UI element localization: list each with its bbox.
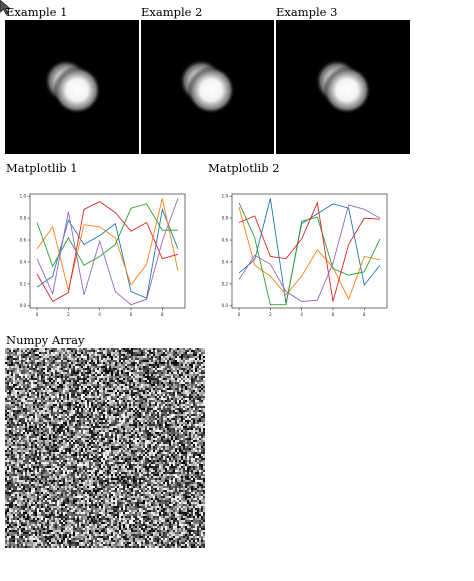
chart-2-x-tick-label: 2 bbox=[269, 312, 272, 317]
example-2-label: Example 2 bbox=[141, 5, 203, 19]
chart-2-x-tick-label: 4 bbox=[300, 312, 303, 317]
matplotlib-1-chart: 0 2 4 6 8 0.0 0.2 0.4 0.6 0.8 1.0 bbox=[5, 178, 200, 325]
chart-1-axes-frame bbox=[29, 193, 186, 309]
chart-1-series-line-2 bbox=[36, 198, 179, 291]
matplotlib-2-label: Matplotlib 2 bbox=[208, 161, 280, 175]
chart-1-y-tick-label: 1.0 bbox=[20, 194, 27, 199]
chart-2-y-tick-label: 1.0 bbox=[222, 194, 229, 199]
chart-1-y-tick-label: 0.0 bbox=[20, 303, 27, 308]
chart-2-axes-frame bbox=[231, 193, 388, 309]
chart-1-series-line-5 bbox=[36, 198, 179, 306]
chart-2-y-tick-label: 0.0 bbox=[222, 303, 229, 308]
chart-1-x-tick-label: 0 bbox=[36, 312, 39, 317]
matplotlib-1-label: Matplotlib 1 bbox=[6, 161, 78, 175]
chart-2-y-tick-label: 0.2 bbox=[222, 281, 229, 286]
chart-2-series-line-4 bbox=[238, 201, 380, 302]
chart-2-y-tick-label: 0.4 bbox=[222, 259, 229, 264]
numpy-array-image bbox=[5, 348, 205, 548]
cursor-arrow-icon bbox=[0, 0, 11, 16]
chart-1-x-tick-label: 2 bbox=[67, 312, 70, 317]
chart-1-y-tick-label: 0.4 bbox=[20, 259, 27, 264]
chart-1-series-line-1 bbox=[36, 207, 179, 299]
chart-2-y-tick-label: 0.6 bbox=[222, 237, 229, 242]
example-2-image bbox=[141, 20, 274, 154]
example-1-label: Example 1 bbox=[6, 5, 68, 19]
chart-1-y-tick-label: 0.6 bbox=[20, 237, 27, 242]
numpy-array-label: Numpy Array bbox=[6, 333, 85, 347]
example-3-image bbox=[276, 20, 410, 154]
matplotlib-2-chart: 0 2 4 6 8 0.0 0.2 0.4 0.6 0.8 1.0 bbox=[207, 178, 402, 325]
chart-2-series-line-5 bbox=[238, 204, 381, 302]
chart-1-x-tick-label: 6 bbox=[130, 312, 133, 317]
chart-1-y-tick-label: 0.8 bbox=[20, 216, 27, 221]
chart-2-x-tick-label: 8 bbox=[363, 312, 366, 317]
chart-2-series-line-1 bbox=[238, 198, 381, 304]
example-1-image bbox=[5, 20, 139, 154]
example-3-label: Example 3 bbox=[276, 5, 338, 19]
chart-1-x-tick-label: 4 bbox=[98, 312, 101, 317]
chart-1-y-tick-label: 0.2 bbox=[20, 281, 27, 286]
chart-1-series-line-3 bbox=[36, 203, 178, 268]
chart-1-x-tick-label: 8 bbox=[161, 312, 164, 317]
chart-2-x-tick-label: 0 bbox=[238, 312, 241, 317]
chart-2-y-tick-label: 0.8 bbox=[222, 216, 229, 221]
chart-2-x-tick-label: 6 bbox=[332, 312, 335, 317]
chart-2-series-line-3 bbox=[238, 202, 381, 306]
chart-1-series-line-4 bbox=[36, 201, 179, 303]
